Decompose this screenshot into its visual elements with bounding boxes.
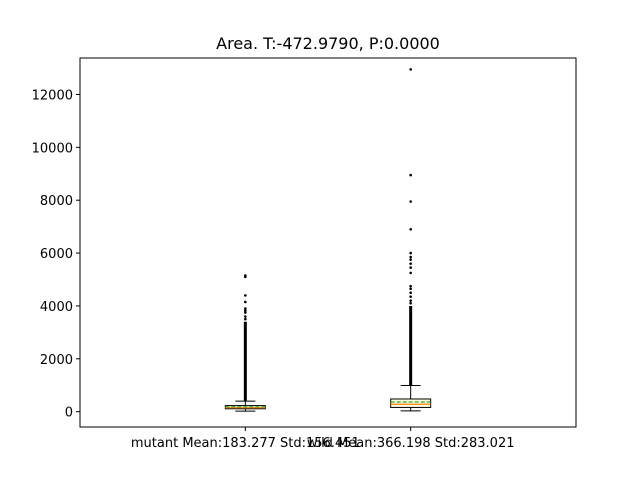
outlier-point <box>409 291 412 295</box>
outlier-point <box>409 284 412 288</box>
outlier-point <box>244 317 247 321</box>
y-tick-label: 12000 <box>32 88 73 103</box>
outlier-point <box>244 307 247 310</box>
y-tick-label: 6000 <box>40 247 73 262</box>
outlier-point <box>409 227 412 231</box>
outlier-point <box>244 315 247 318</box>
axes-frame <box>79 57 577 428</box>
outlier-point <box>409 251 412 255</box>
outlier-point <box>409 255 412 259</box>
outlier-point <box>409 301 412 305</box>
plot-area: 0 2000 4000 6000 8000 10000 12000 mutant Mean:1… <box>32 68 515 451</box>
outlier-point <box>409 295 412 298</box>
outlier-point <box>409 173 412 177</box>
y-tick-label: 10000 <box>32 141 73 156</box>
outlier-point <box>244 300 247 304</box>
outlier-point <box>409 68 412 71</box>
y-tick-label: 0 <box>65 406 73 421</box>
outlier-point <box>409 271 412 275</box>
outlier-point <box>409 299 412 302</box>
chart-title: Area. T:-472.9790, P:0.0000 <box>216 34 440 53</box>
y-tick-label: 4000 <box>40 300 73 315</box>
outlier-point <box>409 266 412 269</box>
y-tick-label: 8000 <box>40 194 73 209</box>
outlier-point <box>244 274 247 277</box>
outlier-point <box>244 311 247 314</box>
y-tick-label: 2000 <box>40 353 73 368</box>
outlier-point <box>409 200 412 203</box>
outlier-point <box>409 287 412 291</box>
x-tick-label: mutant Mean:183.277 Std:156.451 <box>131 436 360 451</box>
x-tick-label: wild Mean:366.198 Std:283.021 <box>307 436 515 451</box>
outlier-point <box>244 309 247 312</box>
outlier-point <box>409 258 412 261</box>
outlier-point <box>409 262 412 265</box>
box <box>390 398 432 408</box>
outlier-point <box>244 294 247 297</box>
